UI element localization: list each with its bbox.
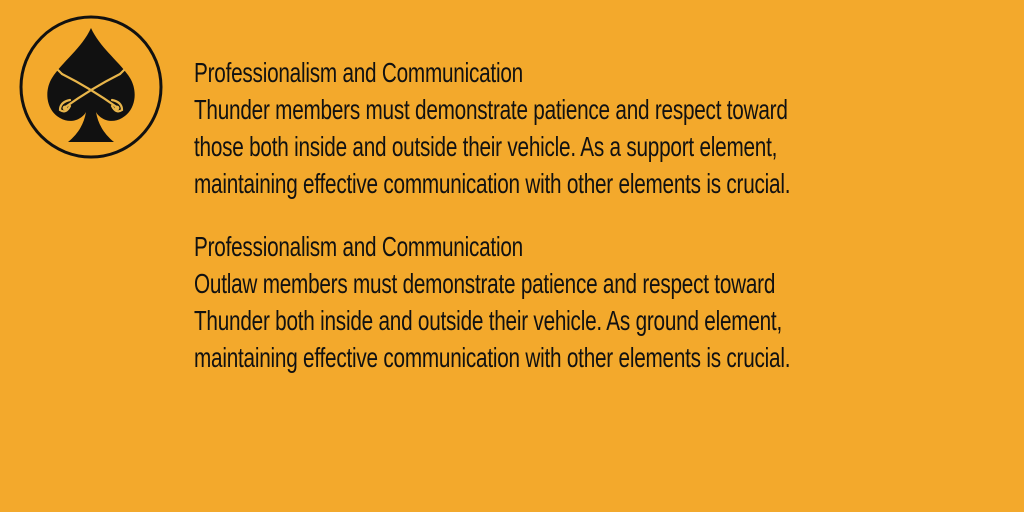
- saber-hilts: [62, 105, 120, 111]
- section-body-line: Outlaw members must demonstrate patience…: [194, 268, 776, 299]
- section-heading: Professionalism and Communication: [194, 231, 523, 262]
- spade-shape: [47, 28, 135, 142]
- section-body-line: Thunder both inside and outside their ve…: [194, 305, 782, 336]
- emblem-ring: [19, 15, 163, 159]
- section-outlaw: Professionalism and Communication Outlaw…: [194, 228, 994, 376]
- crossed-sabers: [56, 68, 126, 113]
- section-thunder: Professionalism and Communication Thunde…: [194, 54, 994, 202]
- section-body-line: Thunder members must demonstrate patienc…: [194, 94, 788, 125]
- section-body-line: maintaining effective communication with…: [194, 342, 791, 373]
- section-body-line: those both inside and outside their vehi…: [194, 131, 778, 162]
- section-body-line: maintaining effective communication with…: [194, 168, 791, 199]
- spade-crossed-sabers-icon: [19, 15, 163, 159]
- text-content: Professionalism and Communication Thunde…: [194, 54, 994, 376]
- section-heading: Professionalism and Communication: [194, 57, 523, 88]
